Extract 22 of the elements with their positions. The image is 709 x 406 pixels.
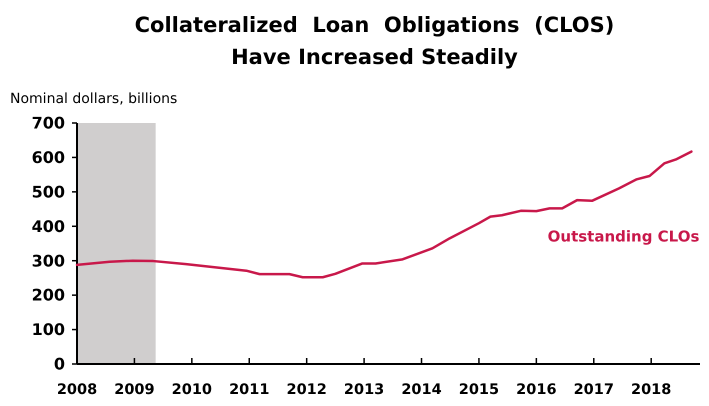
y-tick-label: 0 xyxy=(54,354,65,374)
y-tick-label: 200 xyxy=(32,286,65,305)
y-axis-title: Nominal dollars, billions xyxy=(10,91,178,107)
x-tick-label: 2009 xyxy=(114,382,155,398)
x-tick-label: 2018 xyxy=(631,382,672,398)
x-tick-label: 2016 xyxy=(516,382,557,398)
chart-title: Collateralized Loan Obligations (CLOS) Have Increased Steadily xyxy=(134,13,614,69)
y-tick-label: 500 xyxy=(32,182,65,202)
y-tick-label: 400 xyxy=(32,216,65,236)
y-tick-label: 600 xyxy=(32,148,65,168)
x-tick-label: 2011 xyxy=(229,382,270,398)
x-tick-label: 2008 xyxy=(56,382,98,398)
y-tick-label: 100 xyxy=(32,320,65,340)
x-tick-label: 2012 xyxy=(286,382,327,398)
x-tick-label: 2010 xyxy=(172,382,212,398)
x-tick-label: 2015 xyxy=(458,382,500,398)
y-tick-label: 300 xyxy=(32,251,65,270)
x-tick-label: 2014 xyxy=(401,382,442,398)
series-label: Outstanding CLOs xyxy=(548,228,700,246)
x-tick-label: 2017 xyxy=(574,382,614,398)
x-tick-label: 2013 xyxy=(344,382,384,398)
y-tick-label: 700 xyxy=(32,114,65,133)
